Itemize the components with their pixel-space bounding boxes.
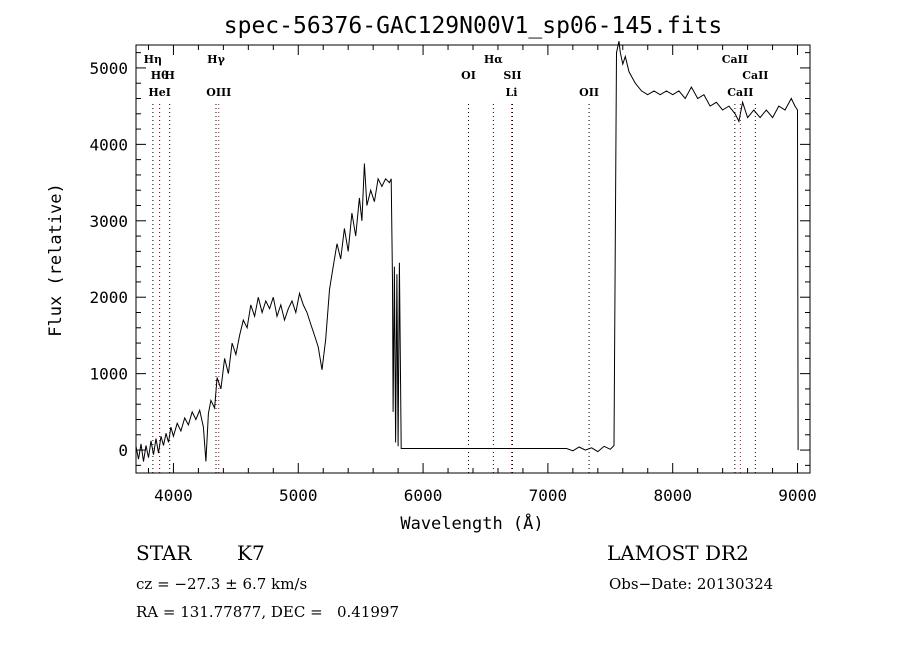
plot-frame	[135, 44, 811, 474]
y-tick-label: 1000	[89, 365, 128, 384]
x-axis-label: Wavelength (Å)	[400, 512, 543, 534]
observation-date: Obs−Date: 20130324	[609, 575, 774, 593]
spectral-line-label: OI	[461, 69, 476, 82]
spectral-line-label: OII	[579, 86, 599, 99]
spectral-line-label: CaII	[722, 53, 748, 66]
y-tick-label: 5000	[89, 59, 128, 78]
spectrum-line	[135, 41, 799, 462]
y-tick-label: 0	[118, 441, 128, 460]
spectral-line-label: Hη	[144, 53, 162, 66]
spectral-line-label: Hα	[484, 53, 503, 66]
y-tick-label: 2000	[89, 288, 128, 307]
x-tick-label: 6000	[404, 486, 443, 505]
spectral-line-label: CaII	[742, 69, 768, 82]
x-tick-label: 9000	[778, 486, 817, 505]
object-class: STAR	[136, 541, 192, 565]
x-tick-label: 7000	[529, 486, 568, 505]
spectral-line-label: Li	[505, 86, 517, 99]
redshift-value: cz = −27.3 ± 6.7 km/s	[136, 575, 308, 593]
spectral-line-label: HeI	[148, 86, 171, 99]
y-axis-label: Flux (relative)	[46, 183, 66, 337]
object-subclass: K7	[237, 541, 265, 565]
spectral-line-label: Hθ	[151, 69, 169, 82]
survey-label: LAMOST DR2	[607, 541, 749, 565]
chart-title: spec-56376-GAC129N00V1_sp06-145.fits	[224, 13, 723, 39]
x-tick-label: 5000	[279, 486, 318, 505]
x-tick-label: 8000	[653, 486, 692, 505]
spectral-line-label: Hγ	[207, 53, 225, 66]
y-tick-label: 4000	[89, 135, 128, 154]
coordinates: RA = 131.77877, DEC = 0.41997	[136, 603, 400, 621]
y-tick-label: 3000	[89, 212, 128, 231]
x-tick-label: 4000	[154, 486, 193, 505]
spectral-line-label: H	[164, 69, 174, 82]
spectral-line-label: SII	[503, 69, 521, 82]
spectral-line-label: CaII	[727, 86, 753, 99]
spectral-line-label: OIII	[206, 86, 231, 99]
